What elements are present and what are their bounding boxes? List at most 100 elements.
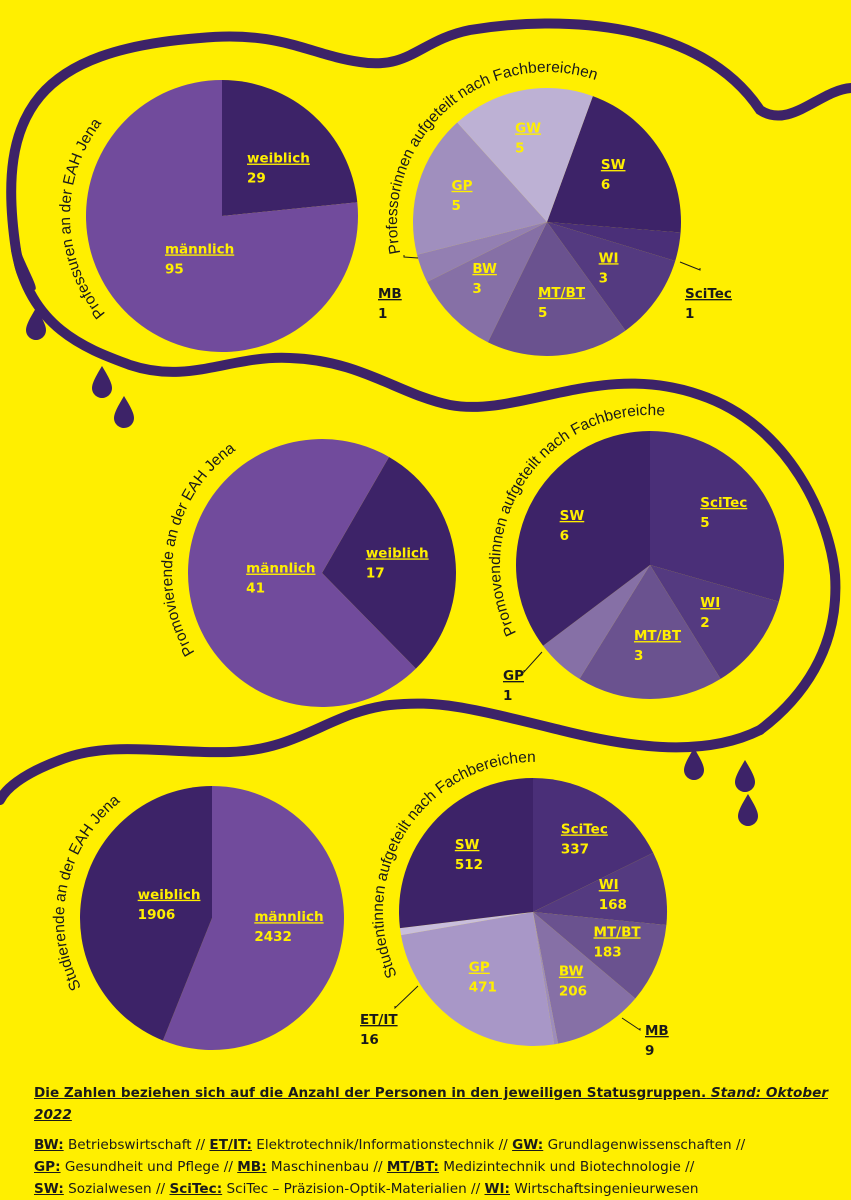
drip-drop — [738, 794, 758, 826]
legend-abbreviation: GW: — [512, 1137, 544, 1153]
pie-slice — [543, 565, 650, 679]
slice-value: 5 — [700, 515, 709, 531]
slice-label: weiblich — [366, 545, 429, 561]
slice-value: 206 — [559, 984, 587, 1000]
legend-description: Maschinenbau // — [266, 1159, 387, 1175]
slice-label: SW — [560, 508, 585, 524]
slice-label: SciTec — [700, 495, 747, 511]
pie-slice — [533, 912, 559, 1045]
drip-drop — [26, 308, 46, 340]
slice-label: MT/BT — [594, 924, 642, 940]
legend-description: Betriebswirtschaft // — [63, 1137, 210, 1153]
pie-slice — [398, 778, 533, 929]
slice-value: 2 — [700, 615, 709, 631]
slice-value: 3 — [599, 270, 608, 286]
pie-slice — [86, 80, 359, 352]
pie-slice — [401, 912, 555, 1047]
slice-label: MT/BT — [538, 285, 586, 301]
slice-label: MT/BT — [634, 628, 682, 644]
slice-value: 1 — [685, 306, 694, 322]
legend-abbreviation: SW: — [34, 1181, 64, 1197]
footnote-text: Die Zahlen beziehen sich auf die Anzahl … — [34, 1085, 707, 1101]
pie-slice — [162, 786, 344, 1050]
legend-description: Sozialwesen // — [63, 1181, 170, 1197]
ribbon-line — [11, 245, 841, 735]
slice-value: 3 — [472, 281, 481, 297]
legend-abbreviation: SciTec: — [169, 1181, 223, 1197]
slice-label: GP — [469, 960, 490, 976]
pie-chart-stud-faculty: SciTec 337 WI 168 MT/BT 183 BW 206 MB 9 GP 471 ET/IT… — [360, 749, 669, 1059]
slice-value: 183 — [594, 944, 622, 960]
pie-slice — [650, 565, 779, 679]
leader-line — [403, 255, 419, 259]
slice-label: MB — [378, 286, 402, 302]
slice-labels: weiblich 29 männlich 95 — [165, 151, 310, 278]
pie-slice — [322, 456, 456, 669]
leader-line — [621, 1017, 641, 1031]
slice-value: 95 — [165, 261, 184, 277]
slice-label: WI — [599, 877, 619, 893]
pie-slice — [487, 222, 626, 356]
slice-value: 5 — [538, 305, 547, 321]
slice-value: 17 — [366, 565, 385, 581]
legend-description: SciTec – Präzision-Optik-Materialien // — [222, 1181, 485, 1197]
pie-slice — [547, 96, 682, 233]
footer: Die Zahlen beziehen sich auf die Anzahl … — [34, 1082, 834, 1200]
drip-drop — [684, 748, 704, 780]
legend-description: Grundlagenwissenschaften // — [543, 1137, 746, 1153]
slice-value: 29 — [247, 171, 266, 187]
slice-value: 5 — [515, 140, 524, 156]
legend-line: BW: Betriebswirtschaft // ET/IT: Elektro… — [34, 1134, 834, 1156]
slice-value: 6 — [601, 177, 610, 193]
slice-value: 2432 — [254, 929, 292, 945]
leader-line — [679, 261, 701, 271]
pie-slice — [533, 912, 636, 1044]
footnote: Die Zahlen beziehen sich auf die Anzahl … — [34, 1082, 834, 1126]
slice-value: 1 — [378, 306, 387, 322]
slice-label: SW — [601, 157, 626, 173]
pie-slice — [412, 122, 547, 255]
slice-value: 168 — [599, 897, 627, 913]
pie-slice — [417, 222, 547, 282]
ribbon-decoration — [0, 18, 851, 826]
pie-chart-prof-faculty: SW6SciTec1WI3MT/BT5BW3MB1GP5GW5Professor… — [378, 59, 732, 356]
slice-value: 16 — [360, 1032, 379, 1048]
pie-slice — [79, 786, 212, 1041]
pie-slice — [457, 88, 593, 222]
legend-description: Elektrotechnik/Informationstechnik // — [251, 1137, 513, 1153]
drip-drop — [92, 366, 112, 398]
slice-labels: SciTec 5 WI 2 MT/BT 3 GP 1 SW 6 — [503, 495, 747, 704]
slice-label: ET/IT — [360, 1012, 398, 1028]
pie-slice — [579, 565, 721, 699]
legend-abbreviation: ET/IT: — [209, 1137, 252, 1153]
pie-slice — [399, 912, 533, 936]
slice-label: männlich — [246, 561, 315, 577]
slice-labels: weiblich 17 männlich 41 — [246, 545, 428, 596]
slice-value: 41 — [246, 581, 265, 597]
ribbon-line — [6, 18, 851, 255]
slice-labels: SW 6 SciTec 1 WI 3 MT/BT 5 BW 3 MB 1 GP 5 GW 5 — [378, 120, 732, 322]
slice-label: SW — [455, 837, 480, 853]
legend-abbreviation: WI: — [484, 1181, 511, 1197]
slice-label: SciTec — [685, 286, 732, 302]
slice-value: 1906 — [138, 907, 176, 923]
abbreviation-legend: BW: Betriebswirtschaft // ET/IT: Elektro… — [34, 1134, 834, 1200]
slice-label: weiblich — [138, 887, 201, 903]
legend-description: Medizintechnik und Biotechnologie // — [438, 1159, 695, 1175]
slice-label: GW — [515, 120, 541, 136]
legend-description: Gesundheit und Pflege // — [60, 1159, 238, 1175]
pie-slice — [222, 80, 358, 216]
legend-abbreviation: BW: — [34, 1137, 64, 1153]
drip — [12, 250, 36, 290]
slice-label: weiblich — [247, 151, 310, 167]
slice-labels: SciTec 337 WI 168 MT/BT 183 BW 206 MB 9 GP 471 ET/IT… — [360, 821, 669, 1059]
pie-slice — [547, 222, 676, 331]
pie-slice — [533, 912, 667, 999]
legend-abbreviation: MT/BT: — [386, 1159, 439, 1175]
